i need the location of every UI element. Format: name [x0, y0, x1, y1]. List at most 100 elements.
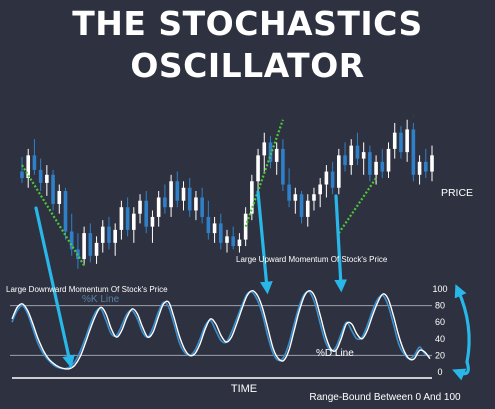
candle-body: [156, 197, 161, 217]
candle-body: [256, 155, 260, 182]
candle-body: [212, 223, 217, 234]
candle: [312, 187, 316, 211]
candle: [20, 156, 24, 183]
up-momentum-arrow-1: [256, 190, 273, 295]
candle-body: [144, 200, 149, 227]
candle: [262, 132, 267, 172]
candle: [305, 194, 310, 227]
trendlines: [21, 119, 378, 267]
candle: [386, 142, 391, 179]
candle: [430, 145, 434, 182]
candle: [100, 220, 105, 253]
candle-body: [299, 194, 304, 217]
range-arrow-up: [454, 284, 471, 364]
candle: [218, 213, 223, 250]
chart-labels: PRICE Large Downward Momentum Of Stock's …: [6, 187, 473, 403]
candle: [237, 233, 242, 253]
candle: [324, 165, 329, 198]
callout-arrows: [34, 190, 471, 381]
candle-body: [20, 171, 24, 179]
candle-body: [417, 161, 422, 175]
candlestick-chart: [20, 119, 434, 269]
candle-body: [386, 148, 391, 172]
candle-body: [355, 145, 360, 159]
candle: [57, 184, 62, 214]
candle: [132, 207, 136, 243]
candle-body: [94, 242, 99, 256]
candle: [417, 155, 422, 185]
candle-body: [274, 148, 279, 162]
candle: [380, 148, 385, 179]
candle-body: [312, 194, 316, 201]
candle: [76, 233, 80, 269]
candle-body: [380, 161, 385, 172]
trend-line: [337, 177, 378, 234]
candle-body: [119, 207, 124, 230]
y-tick-20: 20: [435, 350, 445, 360]
up-momentum-arrow-2: [334, 194, 348, 293]
candle: [268, 135, 273, 169]
candle-body: [194, 197, 198, 211]
candle: [200, 187, 204, 224]
candle: [355, 132, 360, 166]
candle: [330, 161, 335, 195]
candle-body: [225, 236, 229, 243]
price-axis-label: PRICE: [441, 187, 473, 199]
candle: [32, 139, 37, 175]
candle: [169, 174, 173, 217]
candle: [206, 200, 211, 240]
candle: [287, 168, 291, 208]
candle-body: [293, 194, 298, 201]
candle: [88, 223, 93, 263]
candle: [225, 229, 229, 253]
candle: [150, 210, 155, 243]
candle-body: [113, 229, 117, 243]
candle-body: [337, 155, 341, 188]
range-bound-label: Range-Bound Between 0 And 100: [309, 392, 461, 403]
candle: [26, 148, 31, 188]
candle-body: [392, 132, 397, 149]
candle: [212, 216, 217, 243]
d-line-label: %D Line: [316, 348, 354, 359]
y-tick-100: 100: [432, 284, 447, 294]
candle-body: [175, 181, 180, 201]
candle: [181, 181, 186, 211]
down-momentum-arrow: [34, 206, 75, 369]
candle: [144, 191, 149, 234]
y-tick-40: 40: [435, 334, 445, 344]
candle: [368, 145, 372, 182]
candle: [411, 122, 416, 182]
candle-body: [200, 197, 204, 217]
candle-body: [368, 152, 372, 175]
candle-body: [132, 213, 136, 230]
candle-body: [349, 145, 354, 166]
candle-body: [287, 184, 291, 201]
candle: [51, 169, 55, 211]
y-tick-0: 0: [437, 367, 442, 377]
candle-body: [138, 200, 142, 214]
candle: [318, 178, 322, 208]
candle-body: [69, 231, 74, 250]
candle-body: [51, 174, 55, 204]
candle: [274, 142, 279, 175]
candle: [45, 165, 49, 196]
candle-body: [187, 187, 192, 211]
candle: [293, 187, 298, 214]
candle: [281, 139, 285, 191]
candle-body: [399, 132, 403, 153]
candle: [194, 191, 198, 221]
candle-body: [231, 236, 236, 247]
candle: [423, 148, 428, 179]
candle: [299, 191, 304, 224]
candle-body: [262, 142, 267, 156]
candle: [38, 158, 43, 191]
candle: [337, 148, 341, 195]
candle: [399, 126, 403, 159]
candle-body: [169, 181, 173, 208]
candle: [392, 122, 397, 159]
y-tick-80: 80: [435, 301, 445, 311]
candle: [63, 187, 68, 240]
candle-body: [411, 129, 416, 175]
candle-body: [430, 155, 434, 172]
